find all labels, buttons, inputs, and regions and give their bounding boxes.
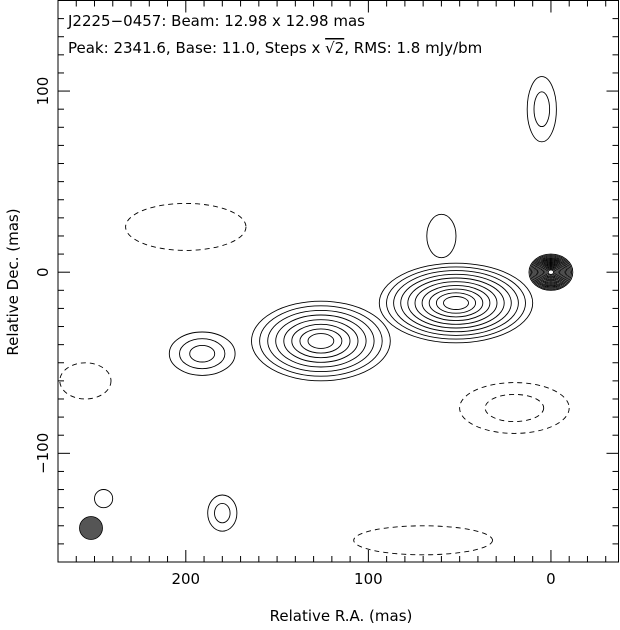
south-blob-contour-2 bbox=[214, 502, 231, 524]
core-contour-4 bbox=[532, 256, 570, 288]
north-blob-contour-1 bbox=[426, 213, 457, 259]
east-negative-contour-1 bbox=[59, 362, 112, 400]
core-contour-13 bbox=[542, 265, 559, 279]
core-contour-17 bbox=[547, 269, 555, 275]
sw-negative-contour-2 bbox=[484, 393, 545, 423]
beam-ellipse bbox=[79, 516, 103, 540]
core-contour-7 bbox=[535, 259, 567, 285]
header-line-2-prefix: Peak: 2341.6, Base: 11.0, Steps x bbox=[68, 39, 325, 57]
inner-knot-contour-1 bbox=[378, 262, 534, 344]
inner-knot-contour-5 bbox=[407, 277, 505, 329]
y-tick-label: 100 bbox=[34, 77, 52, 106]
core-contour-1 bbox=[528, 253, 574, 291]
inner-knot-contour-4 bbox=[400, 273, 512, 333]
core-contour-14 bbox=[544, 266, 558, 278]
mid-knot-contour-1 bbox=[251, 300, 391, 382]
inner-knot-contour-9 bbox=[435, 292, 477, 314]
inner-knot-contour-8 bbox=[428, 288, 484, 318]
west-blob-contour-2 bbox=[533, 91, 551, 128]
core-contour-15 bbox=[545, 267, 557, 277]
plot-frame bbox=[57, 0, 619, 563]
mid-knot-contour-5 bbox=[283, 319, 359, 363]
y-tick-label: 0 bbox=[34, 267, 52, 277]
south-blob-contour-1 bbox=[207, 494, 238, 532]
inner-knot-contour-6 bbox=[414, 281, 498, 325]
core-contour-3 bbox=[530, 255, 571, 289]
outer-knot-contour-1 bbox=[168, 331, 236, 376]
core-contour-16 bbox=[546, 268, 556, 276]
header-line-1: J2225−0457: Beam: 12.98 x 12.98 mas bbox=[67, 12, 365, 30]
sw-negative-contour-1 bbox=[459, 382, 570, 434]
south-negative-contour-1 bbox=[353, 525, 493, 556]
header-line-2-suffix: , RMS: 1.8 mJy/bm bbox=[344, 39, 482, 57]
core-contour-12 bbox=[541, 264, 561, 280]
y-tick-label: −100 bbox=[34, 433, 52, 474]
core-contour-11 bbox=[540, 263, 562, 281]
contour-layer bbox=[59, 76, 574, 556]
outer-knot-contour-2 bbox=[179, 338, 226, 370]
outer-knot-contour-3 bbox=[189, 344, 216, 363]
core-contour-10 bbox=[539, 262, 563, 282]
core-contour-2 bbox=[529, 254, 573, 290]
header-line-2-sqrt: √2 bbox=[325, 39, 344, 57]
header-line-2: Peak: 2341.6, Base: 11.0, Steps x √2, RM… bbox=[68, 39, 482, 57]
mid-knot-contour-6 bbox=[291, 323, 351, 359]
inner-knot-contour-7 bbox=[421, 284, 491, 322]
axis-ticks: 200 100 0 100 0 −100 bbox=[34, 0, 619, 588]
ne-negative-contour-1 bbox=[125, 202, 247, 251]
core-contour-9 bbox=[538, 261, 564, 283]
beam-blob-contour-1 bbox=[94, 489, 114, 509]
mid-knot-contour-3 bbox=[267, 309, 375, 373]
mid-knot-contour-7 bbox=[299, 328, 343, 354]
inner-knot-contour-2 bbox=[386, 266, 526, 340]
x-tick-label: 0 bbox=[546, 570, 556, 588]
inner-knot-contour-3 bbox=[393, 270, 519, 336]
core-contour-8 bbox=[536, 260, 565, 284]
mid-knot-contour-2 bbox=[259, 305, 383, 377]
inner-knot-contour-10 bbox=[443, 296, 469, 310]
mid-knot-contour-8 bbox=[307, 333, 335, 349]
y-axis-title: Relative Dec. (mas) bbox=[4, 208, 22, 355]
x-tick-label: 200 bbox=[171, 570, 200, 588]
west-blob-contour-1 bbox=[526, 76, 557, 143]
x-axis-title: Relative R.A. (mas) bbox=[270, 607, 413, 625]
mid-knot-contour-4 bbox=[275, 314, 367, 368]
x-tick-label: 100 bbox=[354, 570, 383, 588]
core-contour-5 bbox=[533, 257, 569, 287]
core-contour-6 bbox=[534, 258, 568, 286]
